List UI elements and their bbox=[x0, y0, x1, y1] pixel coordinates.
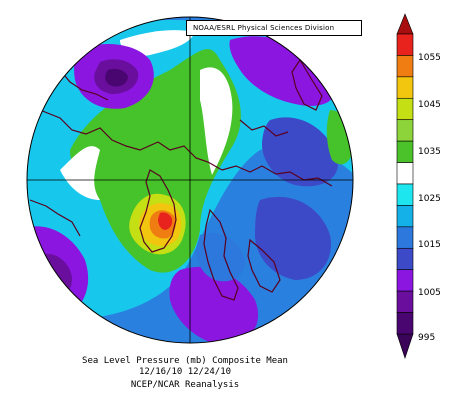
colorbar-segment bbox=[396, 140, 414, 163]
colorbar-label-995: 995 bbox=[418, 333, 436, 343]
colorbar-label-1005: 1005 bbox=[418, 288, 441, 298]
colorbar-label-1025: 1025 bbox=[418, 194, 441, 204]
colorbar-segment bbox=[396, 226, 414, 249]
colorbar-segment bbox=[396, 205, 414, 228]
colorbar-segment bbox=[396, 119, 414, 142]
pressure-field bbox=[27, 17, 353, 343]
colorbar-segment bbox=[396, 312, 414, 335]
colorbar-segment bbox=[396, 162, 414, 185]
colorbar bbox=[396, 13, 414, 359]
colorbar-segment bbox=[396, 97, 414, 121]
colorbar-segment bbox=[396, 76, 414, 99]
colorbar-bottom-arrow bbox=[396, 333, 414, 359]
map-boundary bbox=[26, 16, 354, 344]
caption-dates: 12/16/10 12/24/10 bbox=[138, 367, 232, 377]
colorbar-top-arrow bbox=[396, 13, 414, 35]
coastlines bbox=[29, 58, 333, 301]
caption-source: NCEP/NCAR Reanalysis bbox=[130, 380, 240, 390]
colorbar-segment bbox=[396, 55, 414, 78]
colorbar-label-1055: 1055 bbox=[418, 53, 441, 63]
colorbar-label-1035: 1035 bbox=[418, 147, 441, 157]
graticule bbox=[27, 17, 353, 343]
colorbar-label-1045: 1045 bbox=[418, 100, 441, 110]
colorbar-label-1015: 1015 bbox=[418, 240, 441, 250]
colorbar-segment bbox=[396, 183, 414, 206]
colorbar-segment bbox=[396, 269, 414, 292]
colorbar-segment bbox=[396, 33, 414, 56]
colorbar-segment bbox=[396, 290, 414, 313]
colorbar-segment bbox=[396, 247, 414, 271]
caption-title: Sea Level Pressure (mb) Composite Mean bbox=[82, 356, 288, 366]
credit-label: NOAA/ESRL Physical Sciences Division bbox=[186, 20, 362, 36]
